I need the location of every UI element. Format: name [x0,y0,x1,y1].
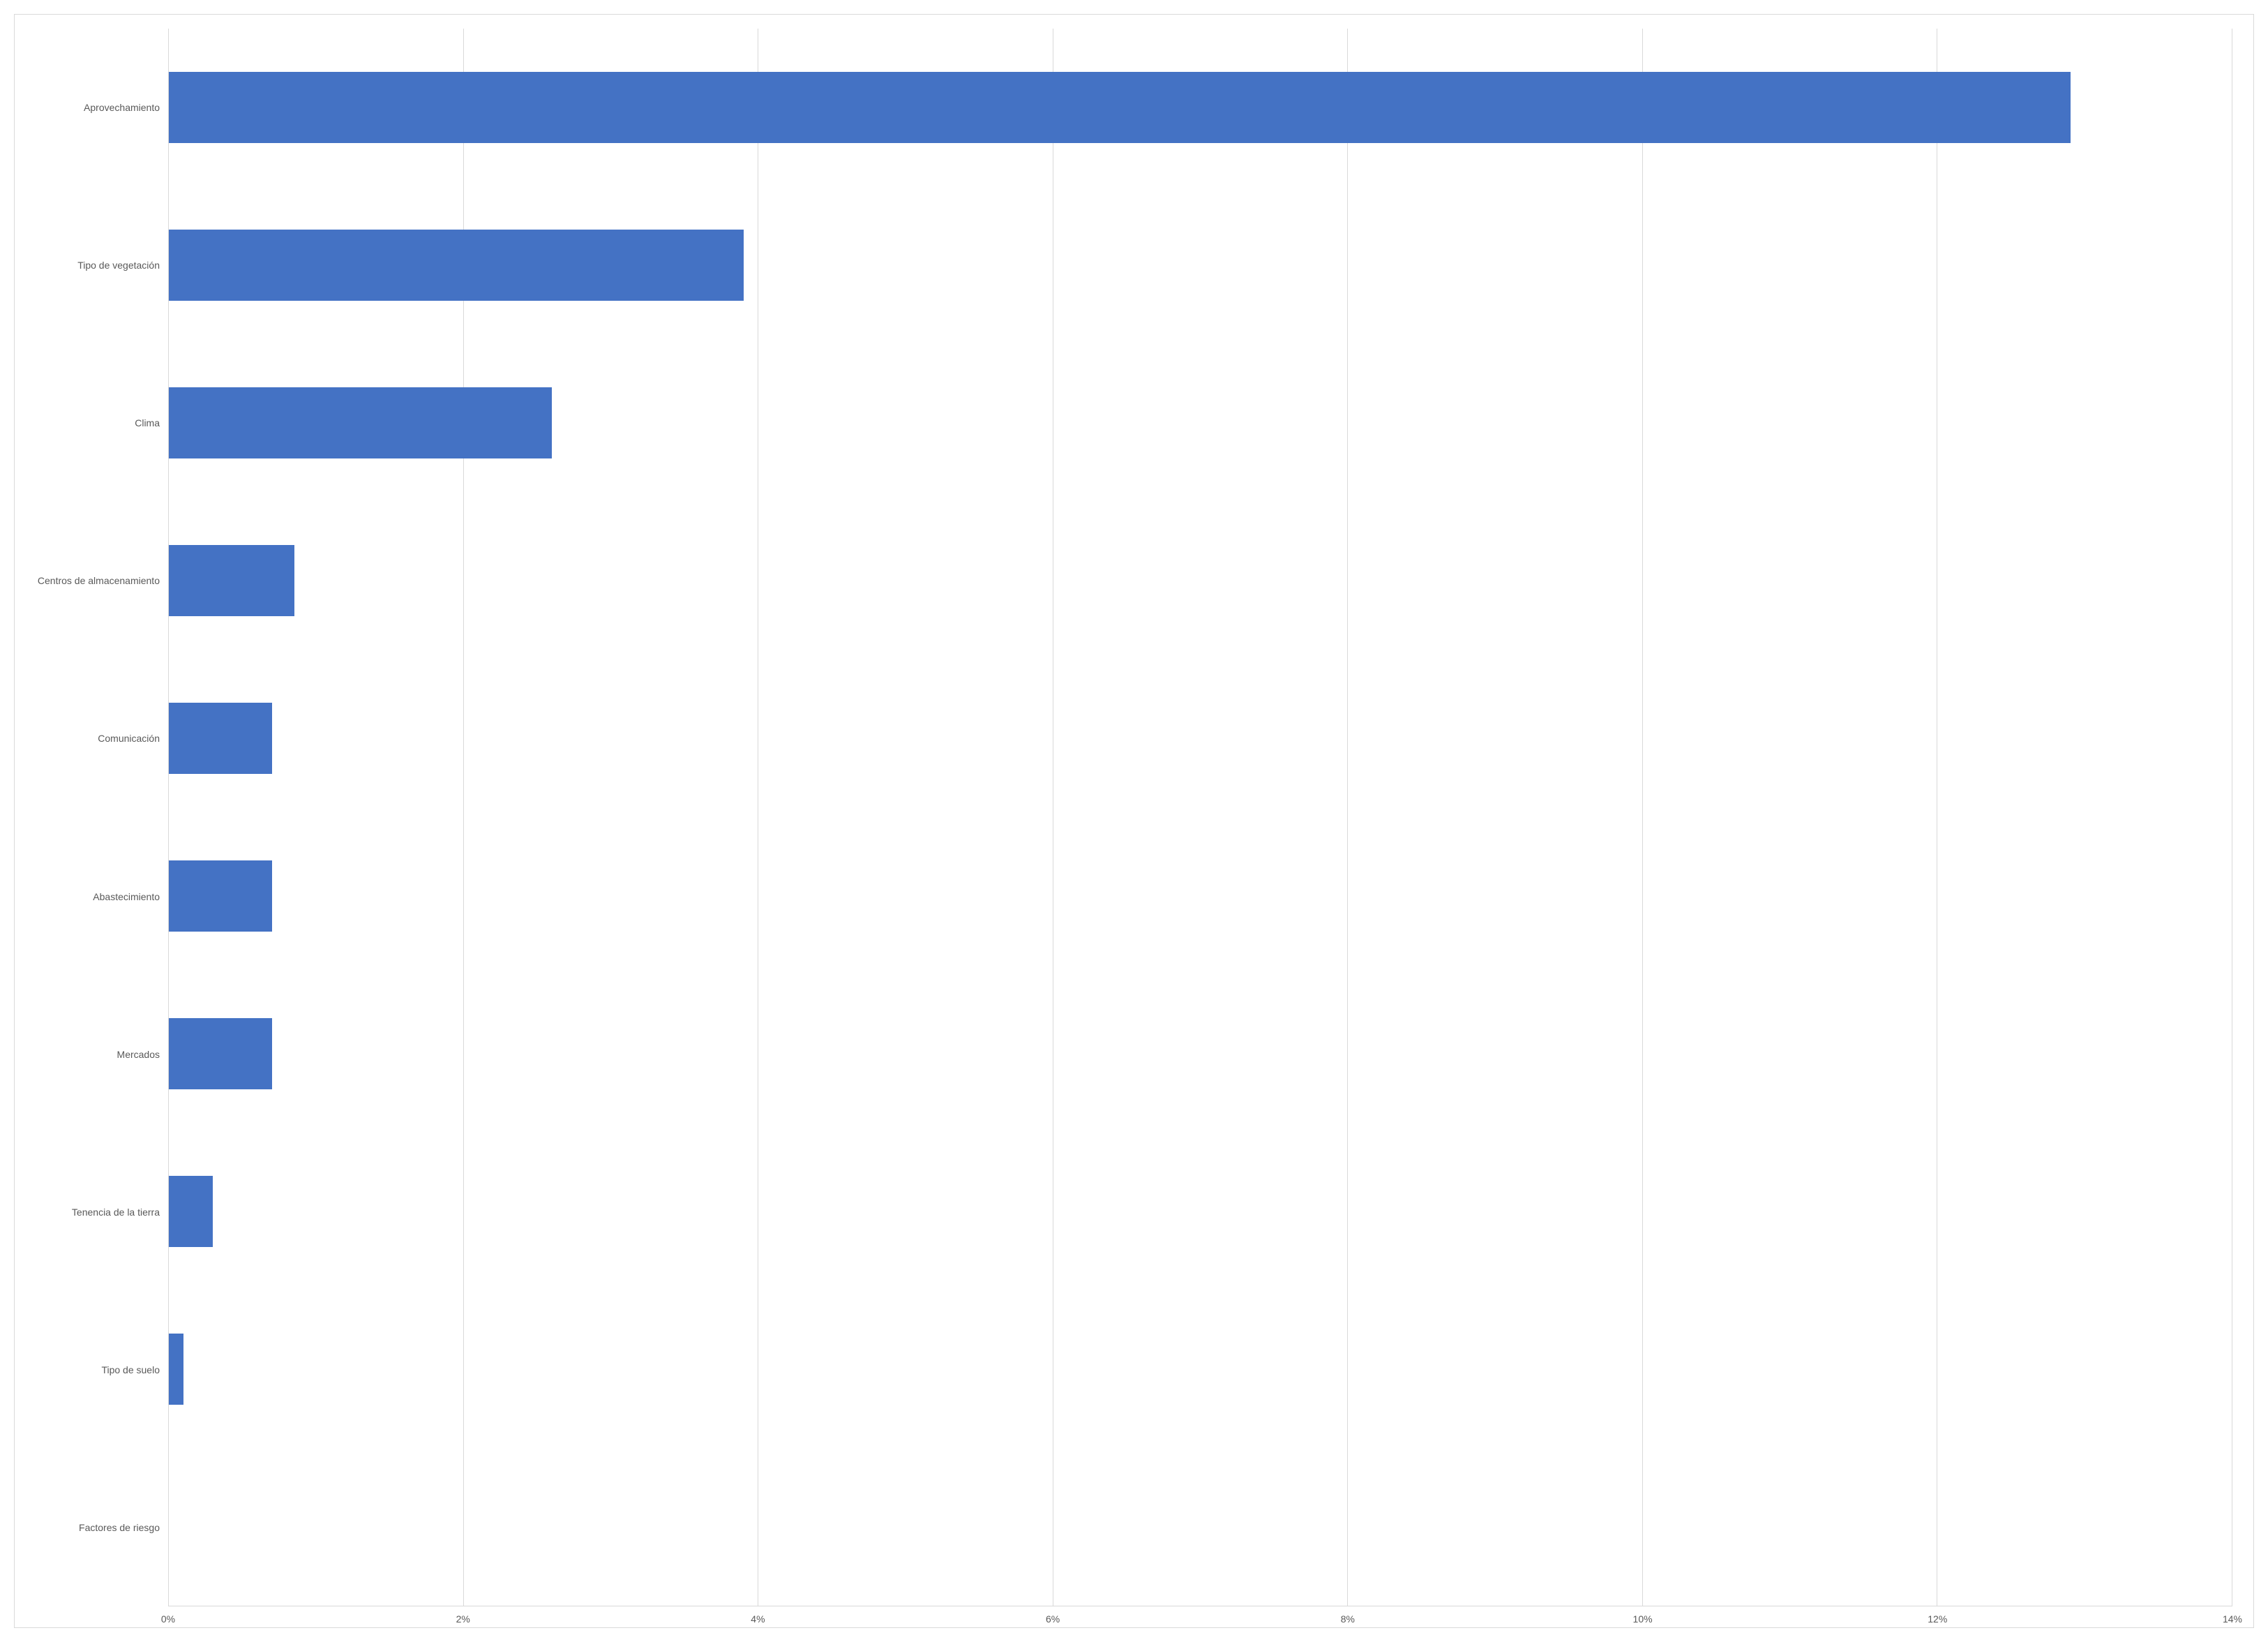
x-axis-label: 14% [2223,1613,2242,1625]
bar-row [169,1448,2232,1606]
bar-row [169,975,2232,1133]
x-axis-label: 2% [456,1613,470,1625]
y-axis-labels: Aprovechamiento Tipo de vegetación Clima Ce… [29,29,168,1606]
bar-row [169,1133,2232,1290]
chart-container: Aprovechamiento Tipo de vegetación Clima Ce… [14,14,2254,1628]
bar-row [169,817,2232,975]
bar [169,1176,213,1247]
y-axis-label: Aprovechamiento [84,102,160,113]
y-axis-label: Tipo de suelo [101,1364,160,1375]
chart-inner: Aprovechamiento Tipo de vegetación Clima Ce… [29,29,2232,1613]
x-axis-label: 0% [161,1613,175,1625]
bar-row [169,1290,2232,1448]
bar-row [169,29,2232,186]
y-axis-label: Factores de riesgo [79,1522,160,1533]
y-axis-label: Tipo de vegetación [77,260,160,271]
plot-area: Aprovechamiento Tipo de vegetación Clima Ce… [29,29,2232,1606]
x-axis-label: 8% [1341,1613,1355,1625]
y-axis-label: Clima [135,417,160,428]
bar-row [169,502,2232,659]
y-axis-label: Tenencia de la tierra [72,1207,160,1218]
bar [169,545,294,616]
x-axis: 0%2%4%6%8%10%12%14% [29,1606,2232,1613]
y-axis-label: Mercados [117,1049,160,1060]
bars-area [168,29,2232,1606]
y-axis-label: Comunicación [98,733,160,744]
x-axis-label: 4% [751,1613,765,1625]
bar [169,1018,272,1089]
bar-row [169,344,2232,502]
x-axis-label: 12% [1928,1613,1947,1625]
x-axis-label: 6% [1046,1613,1060,1625]
bar [169,230,744,301]
bar [169,703,272,774]
bar [169,387,552,458]
x-axis-label: 10% [1633,1613,1653,1625]
bar [169,1334,183,1405]
bar-row [169,659,2232,817]
y-axis-label: Abastecimiento [93,891,160,902]
y-axis-label: Centros de almacenamiento [38,575,160,586]
bars [169,29,2232,1606]
bar [169,860,272,932]
bar-row [169,186,2232,344]
bar [169,72,2071,143]
